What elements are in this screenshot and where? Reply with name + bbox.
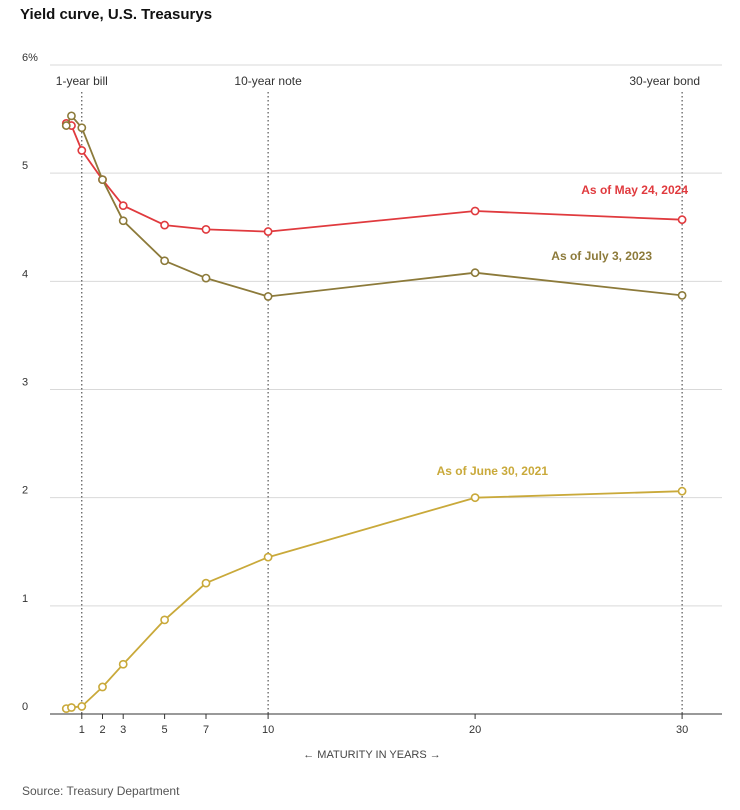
data-point [263,292,273,301]
data-point [470,268,480,278]
series-line [66,490,683,710]
x-tick-label: 2 [99,724,105,736]
data-point [201,273,211,283]
series-lines [61,111,687,713]
data-point [677,215,687,225]
data-point [61,121,71,130]
y-tick-label: 6% [22,52,38,64]
data-point [98,175,107,185]
series-label: As of July 3, 2023 [551,249,652,263]
x-axis-label: ← MATURITY IN YEARS → [303,749,441,761]
data-point [470,493,480,503]
x-tick-label: 5 [162,724,168,736]
data-point [118,201,128,211]
data-point [677,486,687,496]
series-label: As of May 24, 2024 [581,183,688,197]
reference-lines: 1-year bill 10-year note 30-year bond [56,74,700,714]
reference-line-label: 10-year note [234,74,302,88]
data-point [98,682,107,692]
x-tick-label: 1 [79,724,85,736]
chart-title: Yield curve, U.S. Treasurys [20,6,213,23]
data-point [67,111,76,121]
series-line [65,122,683,233]
reference-line-label: 30-year bond [629,74,700,88]
data-point [470,206,480,216]
gridlines [50,64,722,715]
data-point [77,702,87,711]
data-point [160,256,169,266]
x-tick-label: 30 [676,724,688,736]
x-tick-label: 3 [120,724,126,736]
data-point [263,552,273,562]
x-tick-label: 10 [262,724,274,736]
data-point [77,146,87,155]
y-tick-label: 2 [22,485,28,497]
y-tick-label: 4 [22,268,28,280]
y-axis-ticks: 0 1 2 3 4 5 6% [22,52,38,713]
data-point [201,578,211,588]
data-point [77,123,87,133]
series-labels: As of May 24, 2024 As of July 3, 2023 As o… [437,183,689,478]
data-point [67,703,76,712]
y-tick-label: 0 [22,701,28,713]
data-point [263,227,273,236]
data-point [677,290,687,300]
data-point [118,216,128,226]
data-point [160,220,169,230]
series-line [65,114,683,298]
series-label: As of June 30, 2021 [437,464,549,478]
y-tick-label: 3 [22,377,28,389]
source-note: Source: Treasury Department [22,784,180,798]
y-tick-label: 1 [22,593,28,605]
data-point [118,659,128,669]
x-tick-label: 20 [469,724,481,736]
yield-curve-chart: 1-year bill 10-year note 30-year bond 0 1 2 3… [22,52,722,761]
data-point [160,615,169,625]
data-point [201,225,211,234]
x-tick-label: 7 [203,724,209,736]
y-tick-label: 5 [22,160,28,172]
reference-line-label: 1-year bill [56,74,108,88]
x-axis-ticks: 1 2 3 5 7 10 20 30 [79,714,688,736]
